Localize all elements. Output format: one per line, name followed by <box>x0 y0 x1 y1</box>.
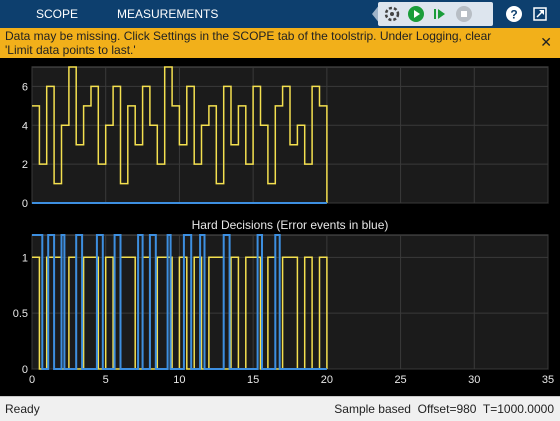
undock-icon[interactable] <box>530 4 550 24</box>
x-tick-label: 20 <box>321 374 333 386</box>
status-sample-info: Sample based Offset=980 T=1000.0000 <box>334 402 554 416</box>
y-tick-label: 0 <box>22 364 28 376</box>
signal-series <box>32 66 328 203</box>
status-bar: Ready Sample based Offset=980 T=1000.000… <box>0 396 560 421</box>
y-tick-label: 4 <box>22 120 28 132</box>
y-tick-label: 0.5 <box>13 308 28 320</box>
svg-text:?: ? <box>510 8 517 22</box>
x-tick-label: 0 <box>29 374 35 386</box>
simulation-controls <box>378 2 493 26</box>
settings-gear-icon[interactable] <box>382 4 402 24</box>
y-tick-label: 6 <box>22 81 28 93</box>
warning-message: Data may be missing. Click Settings in t… <box>5 29 492 57</box>
plot-title: Hard Decisions (Error events in blue) <box>192 218 389 232</box>
error-events-series <box>32 234 327 370</box>
x-tick-label: 10 <box>173 374 185 386</box>
quick-access-toolbar: ? <box>370 2 560 26</box>
close-icon[interactable]: ✕ <box>540 34 552 50</box>
status-ready: Ready <box>5 402 40 416</box>
step-forward-icon[interactable] <box>430 4 450 24</box>
x-tick-label: 15 <box>247 374 259 386</box>
stop-icon[interactable] <box>454 4 474 24</box>
plot-area <box>31 234 549 370</box>
x-tick-label: 5 <box>103 374 109 386</box>
axes-top[interactable]: 0 2 4 6 <box>22 66 549 210</box>
y-tick-label: 2 <box>22 159 28 171</box>
y-tick-label: 1 <box>22 252 28 264</box>
x-tick-label: 35 <box>542 374 554 386</box>
x-tick-label: 30 <box>468 374 480 386</box>
run-icon[interactable] <box>406 4 426 24</box>
help-icon[interactable]: ? <box>504 4 524 24</box>
tab-measurements[interactable]: MEASUREMENTS <box>117 7 219 21</box>
warning-banner: Data may be missing. Click Settings in t… <box>0 28 560 59</box>
x-tick-label: 25 <box>394 374 406 386</box>
y-tick-label: 0 <box>22 198 28 210</box>
toolstrip: SCOPE MEASUREMENTS ? <box>0 0 560 29</box>
tab-scope[interactable]: SCOPE <box>36 7 79 21</box>
